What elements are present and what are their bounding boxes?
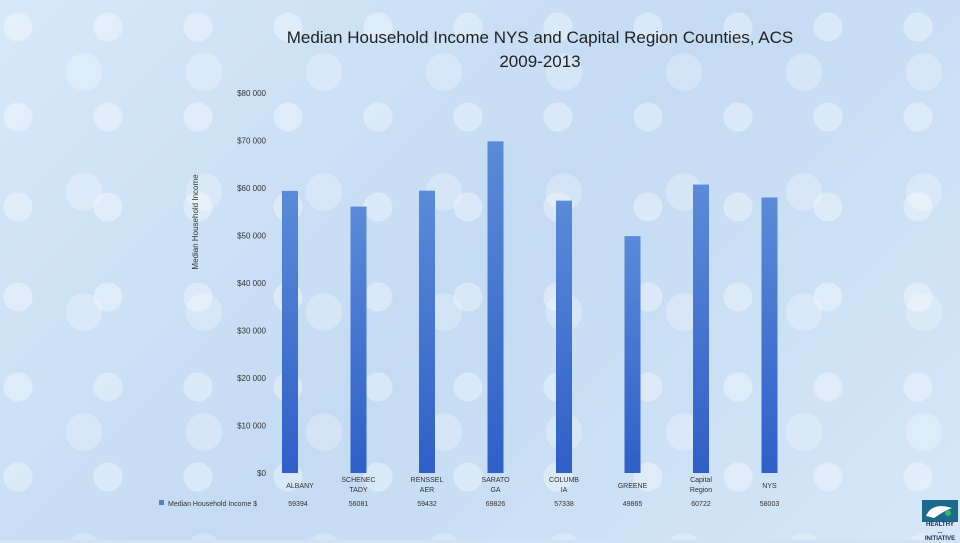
category-label: ALBANY: [286, 483, 314, 490]
legend-series-name: Median Household Income $: [168, 501, 257, 508]
data-table-value: 59432: [417, 501, 437, 508]
y-tick-label: $40 000: [237, 279, 266, 288]
y-tick-label: $30 000: [237, 327, 266, 336]
category-label: SCHENEC: [341, 477, 375, 484]
category-label: COLUMB: [549, 477, 579, 484]
y-tick-label: $10 000: [237, 422, 266, 431]
logo-line-1: HEALTHY: [926, 522, 954, 528]
legend-marker: [159, 500, 164, 505]
logo-line-3: INITIATIVE: [924, 536, 956, 542]
data-table-value: 60722: [691, 501, 711, 508]
bar: [624, 236, 641, 473]
data-table-value: 59394: [288, 501, 308, 508]
y-tick-label: $60 000: [237, 184, 266, 193]
category-label: AER: [420, 487, 434, 494]
logo-line-2: ...: [937, 529, 943, 535]
category-label: SARATO: [481, 477, 510, 484]
data-table-value: 69826: [486, 501, 506, 508]
logo-text: HEALTHY ... INITIATIVE: [920, 522, 960, 543]
y-tick-label: $0: [257, 469, 266, 478]
bar: [282, 190, 298, 474]
data-table-value: 56081: [349, 501, 369, 508]
healthy-initiative-logo: [922, 500, 958, 538]
category-label: IA: [561, 487, 568, 494]
category-label: Capital: [690, 477, 712, 484]
category-label: TADY: [349, 487, 367, 494]
bar: [693, 184, 709, 473]
category-label: Region: [690, 487, 712, 494]
data-table-value: 57338: [554, 501, 574, 508]
bar: [487, 141, 504, 473]
bar: [350, 206, 367, 474]
y-tick-label: $80 000: [237, 89, 266, 98]
data-table-value: 49865: [623, 501, 643, 508]
bar: [419, 190, 435, 473]
category-label: NYS: [762, 483, 777, 490]
bar: [761, 197, 778, 473]
y-tick-label: $20 000: [237, 374, 266, 383]
category-label: GA: [490, 487, 500, 494]
y-tick-label: $50 000: [237, 232, 266, 241]
category-label: RENSSEL: [411, 477, 444, 484]
bar: [556, 200, 572, 473]
chart-title-line-1: Median Household Income NYS and Capital …: [286, 28, 794, 47]
category-label: GREENE: [618, 483, 648, 490]
y-axis-label: Median Household Income: [191, 174, 200, 270]
y-tick-label: $70 000: [237, 137, 266, 146]
data-table-value: 58003: [760, 501, 780, 508]
chart-title-line-2: 2009-2013: [499, 52, 581, 71]
